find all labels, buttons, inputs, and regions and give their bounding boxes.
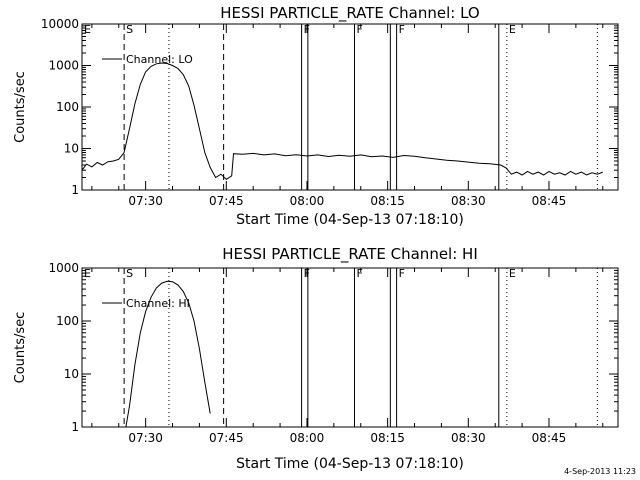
marker-label: F bbox=[356, 23, 362, 36]
marker-label: F bbox=[304, 267, 310, 280]
x-tick-label: 08:15 bbox=[370, 194, 405, 208]
marker-label: E bbox=[84, 267, 91, 280]
x-axis-label: Start Time (04-Sep-13 07:18:10) bbox=[236, 212, 464, 228]
marker-label: E bbox=[509, 23, 516, 36]
x-tick-label: 08:30 bbox=[451, 194, 486, 208]
marker-label: F bbox=[399, 23, 405, 36]
marker-label: F bbox=[304, 23, 310, 36]
marker-label: F bbox=[356, 267, 362, 280]
marker-label: F bbox=[399, 267, 405, 280]
y-tick-label: 100 bbox=[56, 314, 79, 328]
y-axis-label: Counts/sec bbox=[13, 312, 28, 384]
x-tick-label: 07:30 bbox=[128, 431, 163, 445]
x-tick-label: 08:45 bbox=[532, 431, 567, 445]
x-axis-label: Start Time (04-Sep-13 07:18:10) bbox=[236, 456, 464, 472]
y-tick-label: 1 bbox=[71, 420, 79, 434]
x-tick-label: 08:00 bbox=[290, 194, 325, 208]
x-tick-label: 07:30 bbox=[128, 194, 163, 208]
x-tick-label: 08:00 bbox=[290, 431, 325, 445]
chart-title: HESSI PARTICLE_RATE Channel: LO bbox=[220, 4, 479, 23]
x-tick-label: 08:15 bbox=[370, 431, 405, 445]
y-tick-label: 10 bbox=[64, 142, 79, 156]
legend-label: Channel: LO bbox=[126, 53, 193, 66]
y-tick-label: 100 bbox=[56, 100, 79, 114]
y-tick-label: 10000 bbox=[41, 17, 79, 31]
y-tick-label: 1000 bbox=[48, 261, 79, 275]
chart-title: HESSI PARTICLE_RATE Channel: HI bbox=[222, 245, 478, 264]
legend-label: Channel: HI bbox=[126, 297, 190, 310]
y-axis-label: Counts/sec bbox=[13, 71, 28, 143]
x-tick-label: 08:45 bbox=[532, 194, 567, 208]
lo-channel-panel: HESSI PARTICLE_RATE Channel: LO 1 10 100 100… bbox=[13, 4, 619, 228]
footer-timestamp: 4-Sep-2013 11:23 bbox=[564, 467, 636, 476]
hi-channel-panel: HESSI PARTICLE_RATE Channel: HI 1 10 100 100… bbox=[13, 245, 619, 472]
plot-frame bbox=[81, 267, 619, 428]
marker-label: E bbox=[84, 23, 91, 36]
marker-label: S bbox=[126, 267, 133, 280]
x-tick-label: 07:45 bbox=[209, 194, 244, 208]
x-tick-label: 08:30 bbox=[451, 431, 486, 445]
x-tick-label: 07:45 bbox=[209, 431, 244, 445]
y-tick-label: 1 bbox=[71, 183, 79, 197]
marker-label: E bbox=[509, 267, 516, 280]
series-line bbox=[125, 280, 211, 428]
plot-frame bbox=[81, 23, 619, 191]
y-tick-label: 1000 bbox=[48, 59, 79, 73]
y-tick-label: 10 bbox=[64, 367, 79, 381]
series-line bbox=[81, 62, 603, 181]
marker-label: S bbox=[126, 23, 133, 36]
